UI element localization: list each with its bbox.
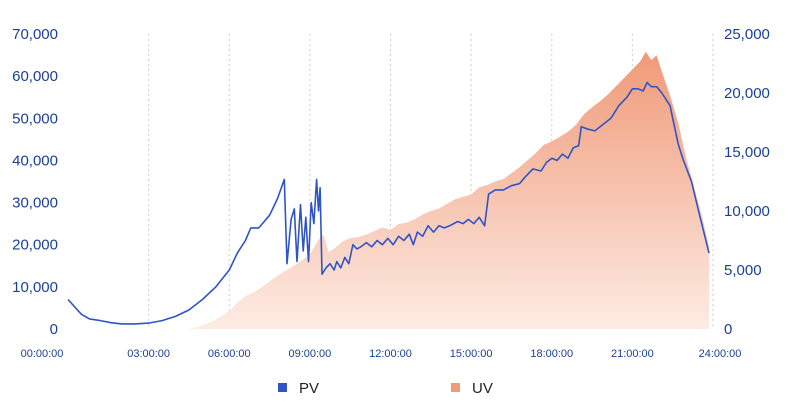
- x-tick-label: 21:00:00: [611, 348, 654, 360]
- pv-line: [67, 81, 710, 325]
- left-tick-label: 30,000: [12, 195, 58, 212]
- uv-series: [68, 51, 709, 329]
- right-tick-label: 10,000: [724, 203, 770, 220]
- left-tick-label: 40,000: [12, 152, 58, 169]
- legend-label-uv: UV: [472, 380, 493, 397]
- legend-label-pv: PV: [299, 380, 319, 397]
- x-tick-label: 06:00:00: [208, 348, 251, 360]
- left-tick-label: 10,000: [12, 279, 58, 296]
- right-tick-label: 5,000: [724, 262, 762, 279]
- x-axis: 00:00:00 03:00:00 06:00:00 09:00:00 12:00:00…: [21, 348, 742, 360]
- left-tick-label: 70,000: [12, 26, 58, 43]
- x-tick-label: 09:00:00: [288, 348, 331, 360]
- left-tick-label: 0: [50, 321, 58, 338]
- x-tick-label: 15:00:00: [450, 348, 493, 360]
- pv-series: [67, 81, 710, 325]
- right-tick-label: 15,000: [724, 144, 770, 161]
- right-tick-label: 0: [724, 321, 732, 338]
- x-tick-label: 00:00:00: [21, 348, 64, 360]
- right-axis: 0 5,000 10,000 15,000 20,000 25,000: [724, 26, 770, 338]
- left-axis: 0 10,000 20,000 30,000 40,000 50,000 60,000 70,…: [12, 26, 58, 338]
- legend-swatch-pv: [278, 383, 287, 392]
- legend-swatch-uv: [451, 383, 460, 392]
- x-tick-label: 24:00:00: [699, 348, 742, 360]
- left-tick-label: 50,000: [12, 110, 58, 127]
- right-tick-label: 20,000: [724, 85, 770, 102]
- uv-area: [68, 51, 709, 329]
- x-tick-label: 03:00:00: [127, 348, 170, 360]
- left-tick-label: 20,000: [12, 237, 58, 254]
- x-tick-label: 18:00:00: [530, 348, 573, 360]
- left-tick-label: 60,000: [12, 68, 58, 85]
- right-tick-label: 25,000: [724, 26, 770, 43]
- legend: PV UV: [278, 380, 493, 397]
- x-tick-label: 12:00:00: [369, 348, 412, 360]
